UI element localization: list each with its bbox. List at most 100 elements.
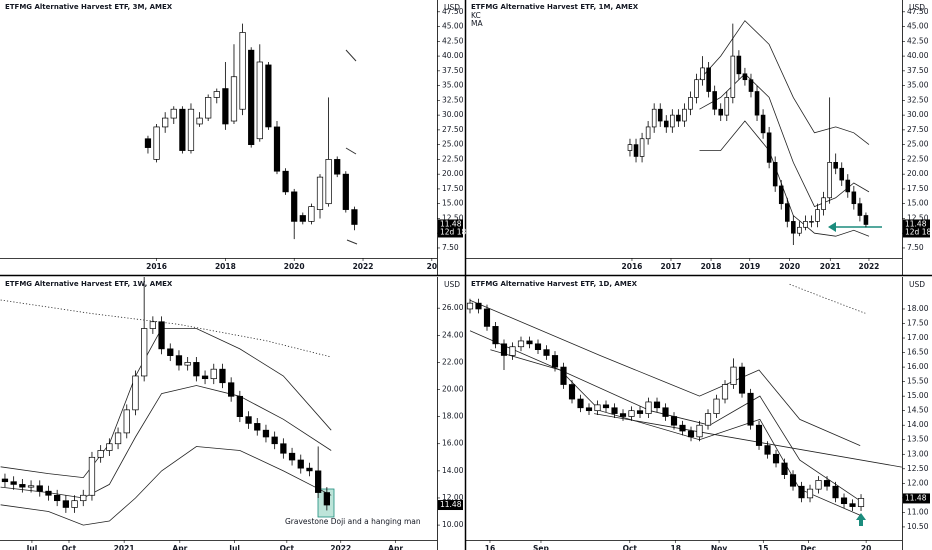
y-tick-label: 7.50 (907, 243, 924, 252)
candle-body (772, 162, 778, 187)
candle-body (288, 452, 296, 461)
candle-body (351, 209, 358, 225)
candle-body (273, 126, 281, 172)
candle-body (315, 470, 322, 493)
candle-body (316, 176, 324, 210)
x-tick-label: 15 (758, 544, 768, 550)
candle-body (153, 126, 160, 160)
chart-title: ETFMG Alternative Harvest ETF, 1D, AMEX (471, 280, 638, 288)
candle-body (230, 76, 238, 122)
y-tick-label: 15.50 (907, 377, 929, 386)
currency-label: USD (909, 3, 925, 12)
y-tick-label: 26.00 (442, 303, 464, 312)
candle-body (851, 191, 857, 205)
candle-body (803, 221, 808, 228)
candle-body (248, 49, 255, 145)
indicator-line (0, 299, 332, 358)
y-tick-label: 11.00 (907, 507, 929, 516)
candle-body (815, 209, 820, 222)
candle-body (772, 453, 780, 464)
y-tick-label: 12.50 (907, 213, 929, 222)
x-tick-label: Oct (62, 544, 77, 550)
y-tick-label: 16.00 (907, 362, 929, 371)
y-tick-label: 30.00 (907, 110, 929, 119)
last-price-box (903, 493, 930, 504)
candle-body (534, 343, 542, 351)
candle-body (265, 64, 272, 128)
candle-body (291, 191, 298, 222)
candle-body (645, 401, 652, 414)
y-tick-label: 40.00 (907, 51, 929, 60)
candle-body (721, 384, 729, 400)
y-tick-label: 14.50 (907, 406, 929, 415)
candle-body (706, 67, 711, 92)
drawing-mark (345, 49, 357, 62)
y-tick-label: 35.00 (907, 81, 929, 90)
y-tick-label: 42.50 (907, 36, 929, 45)
candle-body (713, 398, 720, 414)
y-tick-label: 7.50 (442, 243, 459, 252)
candle-body (724, 97, 730, 116)
candle-body (682, 108, 687, 122)
x-tick-label: 2022 (353, 262, 374, 271)
candle-body (636, 410, 644, 414)
candle-body (760, 114, 766, 134)
candle-body (106, 443, 113, 451)
candle-body (791, 221, 796, 234)
x-tick-label: 16 (485, 544, 495, 550)
candle-body (483, 308, 491, 327)
last-price-label: 11.48 (440, 500, 462, 509)
candle-body (71, 500, 78, 508)
candle-body (602, 404, 610, 409)
y-tick-label: 25.00 (907, 140, 929, 149)
candle-body (696, 424, 703, 438)
candle-body (80, 494, 87, 502)
x-tick-label: Oct (623, 544, 638, 550)
candle-body (245, 416, 252, 424)
candle-body (827, 162, 832, 199)
candle-body (219, 368, 226, 384)
x-tick-label: 2018 (215, 262, 236, 271)
y-tick-label: 22.00 (442, 357, 464, 366)
candle-body (213, 91, 220, 98)
x-tick-label: 2020 (284, 262, 305, 271)
y-tick-label: 12.50 (907, 464, 929, 473)
candle-body (45, 490, 52, 496)
x-tick-label: 2019 (739, 262, 760, 271)
candle-body (798, 485, 805, 499)
candle-body (509, 346, 516, 356)
candle-body (653, 401, 661, 409)
annotation: Gravestone Doji and a hanging man (285, 517, 421, 526)
y-tick-label: 32.50 (907, 95, 929, 104)
candle-body (62, 500, 69, 508)
y-tick-label: 17.50 (907, 184, 929, 193)
y-tick-label: 18.00 (442, 412, 464, 421)
candle-body (694, 79, 699, 98)
candle-body (633, 144, 639, 157)
y-tick-label: 17.00 (907, 333, 929, 342)
candle-body (670, 114, 675, 128)
y-tick-label: 16.00 (442, 439, 464, 448)
candle-body (10, 481, 17, 485)
candle-body (517, 340, 525, 348)
candle-body (657, 108, 663, 122)
candle-body (144, 138, 152, 148)
candle-body (299, 215, 306, 222)
chart-title: ETFMG Alternative Harvest ETF, 1W, AMEX (5, 280, 173, 288)
countdown-label: 12d 18h (440, 227, 471, 236)
last-price-box (903, 219, 930, 238)
candle-body (687, 430, 695, 438)
candle-body (184, 362, 191, 366)
candle-body (662, 407, 669, 417)
indicator-line (0, 446, 332, 526)
x-tick-label: 2022 (330, 544, 351, 550)
y-tick-label: 16.50 (907, 348, 929, 357)
candle-body (27, 485, 35, 488)
y-tick-label: 15.00 (442, 199, 464, 208)
candle-body (271, 436, 278, 445)
drawing-mark (345, 147, 357, 155)
y-tick-label: 13.50 (907, 435, 929, 444)
candle-body (568, 384, 576, 400)
candle-body (196, 117, 203, 125)
